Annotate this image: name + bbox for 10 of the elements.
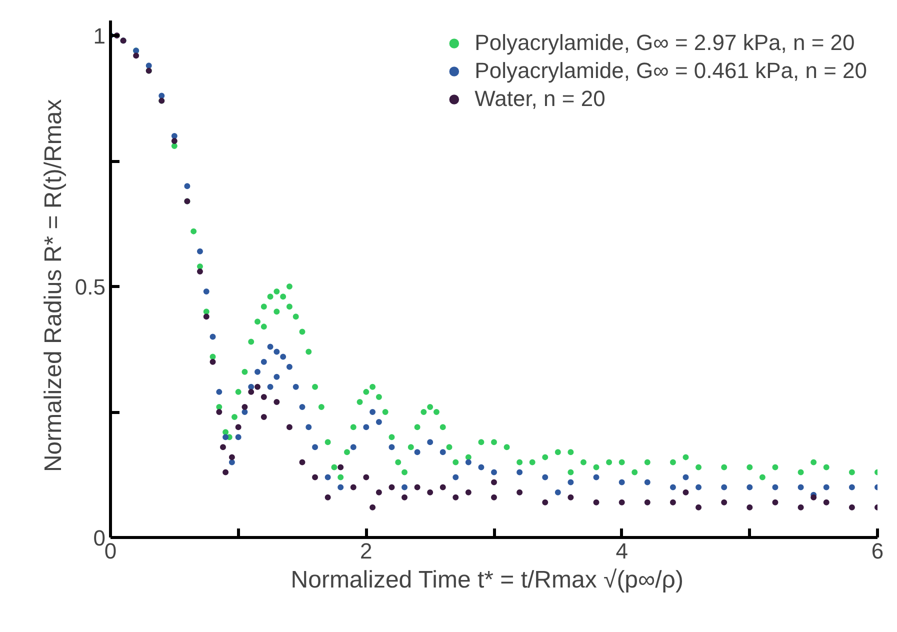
y-tick-label: 1 [93,24,106,49]
legend-label: Polyacrylamide, G∞ = 2.97 kPa, n = 20 [474,30,855,56]
legend-label: Polyacrylamide, G∞ = 0.461 kPa, n = 20 [474,58,867,84]
y-tick-label: 0.5 [74,274,106,300]
x-axis-title: Normalized Time t* = t/Rmax √(p∞/ρ) [290,566,684,594]
x-tick-label: 6 [871,538,884,564]
x-tick-label: 2 [360,538,372,564]
y-axis-title: Normalized Radius R* = R(t)/Rmax [40,99,67,472]
legend-label: Water, n = 20 [474,86,606,112]
x-tick-label: 4 [616,538,628,564]
